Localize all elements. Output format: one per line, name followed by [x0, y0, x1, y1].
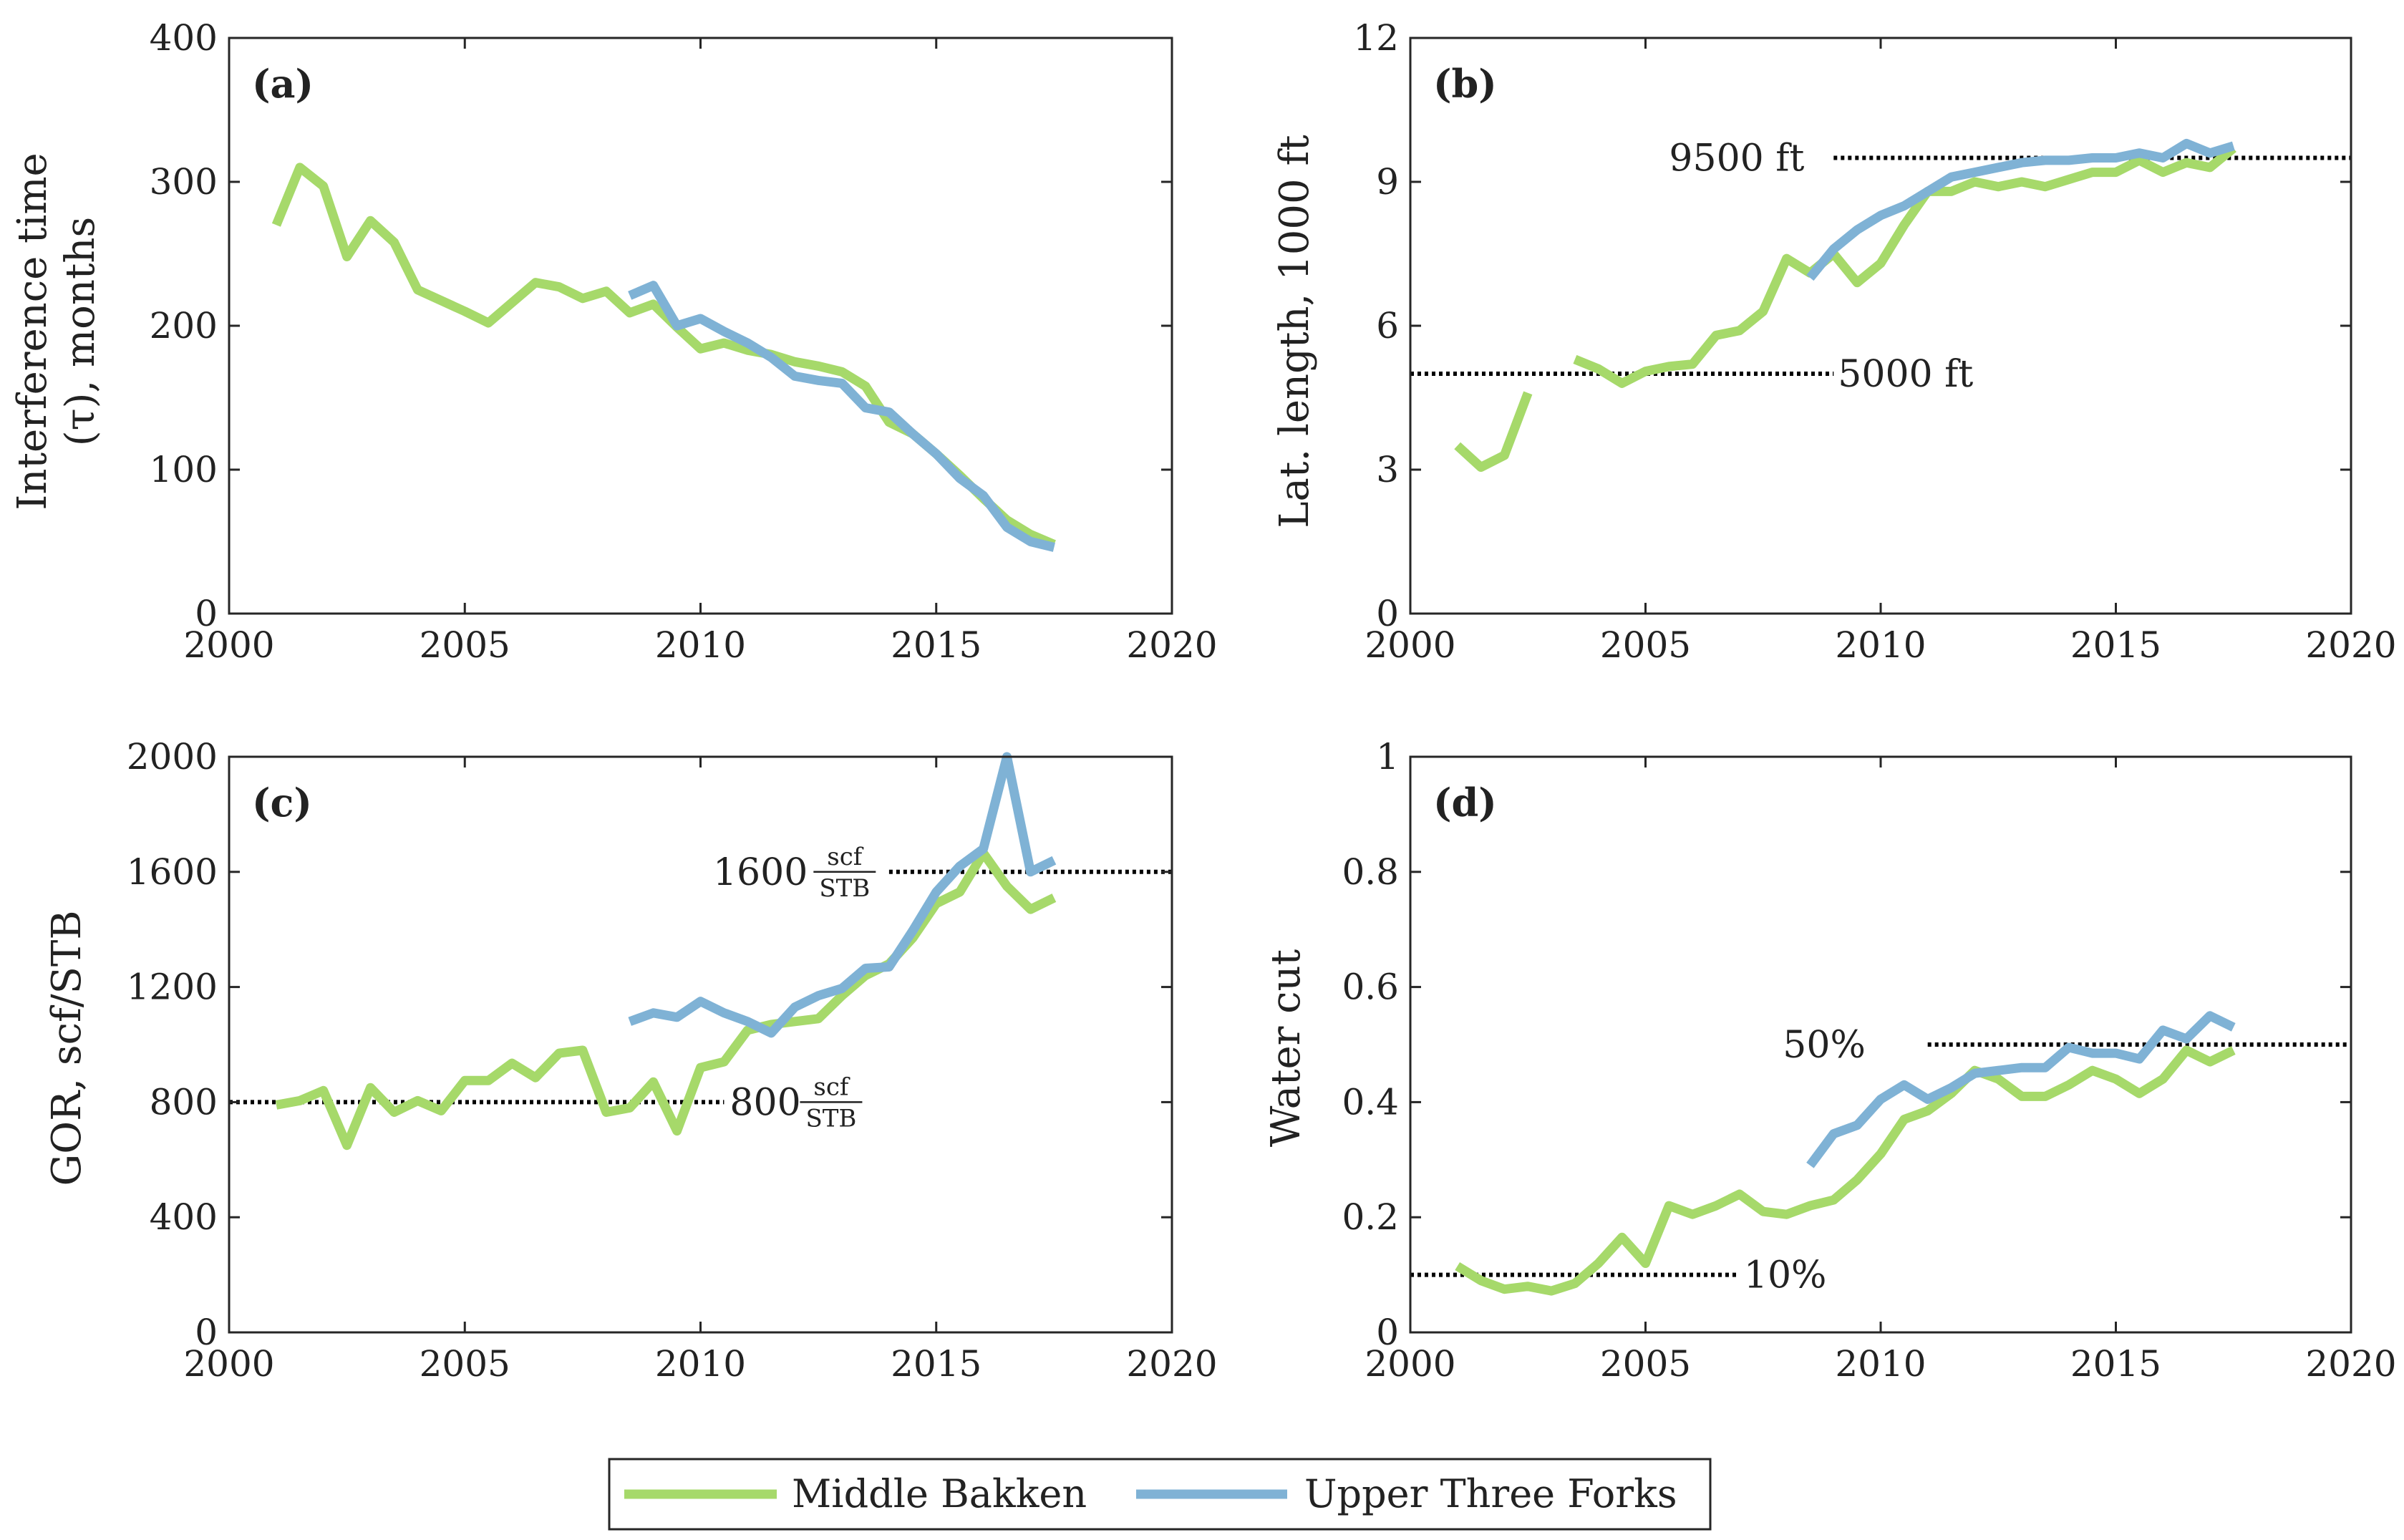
- panel-d-ytick-label-1: 1: [1376, 736, 1399, 778]
- panel-d-xtick-label-2010: 2010: [1835, 1343, 1926, 1385]
- panel-b-series-middle-bakken-seg-1: [1573, 145, 2236, 388]
- panel-c-xtick-label-2010: 2010: [655, 1343, 746, 1385]
- panel-a-ytick-label-0: 0: [195, 593, 218, 634]
- panel-d-ytick-label-0: 0: [1376, 1312, 1399, 1353]
- panel-d-ref-label-1: 10%: [1744, 1254, 1827, 1297]
- panel-d-ref-label-0: 50%: [1783, 1024, 1866, 1067]
- panel-d-ytick-label-0.6: 0.6: [1342, 967, 1399, 1008]
- panel-c-ref-label-1-denominator: STB: [805, 1104, 856, 1133]
- panel-d-ytick-label-0.4: 0.4: [1342, 1081, 1399, 1123]
- panel-c-ytick-label-1200: 1200: [127, 967, 218, 1008]
- panel-b-xtick-label-2010: 2010: [1835, 624, 1926, 666]
- panel-c-axes-frame: [228, 755, 1173, 1334]
- panel-c-ref-label-1-numerator: scf: [813, 1072, 850, 1101]
- panel-b-xtick-label-2015: 2015: [2070, 624, 2161, 666]
- panel-a-ylabel-line1: Interference time: [9, 152, 56, 510]
- panel-b-xtick-label-2005: 2005: [1600, 624, 1691, 666]
- panel-c-ylabel: GOR, scf/STB: [44, 911, 90, 1186]
- legend: Middle Bakken Upper Three Forks: [608, 1458, 1712, 1531]
- panel-c-xtick-label-2015: 2015: [891, 1343, 982, 1385]
- panel-a-ytick-label-400: 400: [150, 17, 218, 59]
- panel-b: Lat. length, 1000 ft 9500 ft 5000 ft 2000 2…: [1271, 17, 2397, 666]
- panel-a-ytick-label-200: 200: [150, 305, 218, 347]
- panel-b-ref-label-1: 5000 ft: [1838, 353, 1973, 396]
- panel-b-ytick-label-3: 3: [1376, 449, 1399, 490]
- panel-a: Interference time (τ), months 2000 2005 20…: [9, 17, 1218, 666]
- panel-b-ytick-label-0: 0: [1376, 593, 1399, 634]
- panel-b-ytick-label-9: 9: [1376, 161, 1399, 203]
- panel-c-ref-label-0-denominator: STB: [819, 874, 870, 903]
- panel-a-xtick-label-2020: 2020: [1126, 624, 1217, 666]
- panel-c-series-upper-three-forks: [628, 752, 1057, 1038]
- panel-d-ylabel: Water cut: [1263, 949, 1309, 1147]
- panel-d-xtick-label-2005: 2005: [1600, 1343, 1691, 1385]
- panel-c-ref-label-1: 800 scf STB: [730, 1072, 863, 1133]
- panel-a-xtick-label-2005: 2005: [420, 624, 510, 666]
- panel-b-series-upper-three-forks: [1806, 138, 2235, 281]
- panel-b-label: (b): [1433, 61, 1497, 107]
- panel-b-xtick-label-2020: 2020: [2305, 624, 2396, 666]
- panel-a-xtick-label-2000: 2000: [183, 624, 274, 666]
- panel-a-ytick-label-100: 100: [150, 449, 218, 490]
- panel-a-ylabel-line2: (τ), months: [57, 217, 104, 446]
- panel-c-ref-label-1-value: 800: [730, 1081, 800, 1124]
- panel-d-xtick-label-2015: 2015: [2070, 1343, 2161, 1385]
- panel-a-axes-frame: [228, 37, 1173, 615]
- panel-c-ytick-label-0: 0: [195, 1312, 218, 1353]
- panel-c-ytick-label-1600: 1600: [127, 851, 218, 893]
- panel-d-xtick-label-2000: 2000: [1365, 1343, 1455, 1385]
- panel-c-ytick-label-800: 800: [150, 1081, 218, 1123]
- panel-a-series-upper-three-forks: [628, 281, 1055, 552]
- panel-b-ytick-label-12: 12: [1353, 17, 1399, 59]
- panel-b-ylabel: Lat. length, 1000 ft: [1271, 135, 1318, 528]
- panel-c-xtick-label-2005: 2005: [420, 1343, 510, 1385]
- panel-a-xtick-label-2015: 2015: [891, 624, 982, 666]
- panel-b-xtick-label-2000: 2000: [1365, 624, 1455, 666]
- panel-b-ref-label-0: 9500 ft: [1669, 137, 1804, 180]
- panel-d: Water cut 50% 10% 2000 2005 2010 2015 2020 0 0.2…: [1263, 736, 2397, 1385]
- legend-label-upper-three-forks: Upper Three Forks: [1304, 1471, 1677, 1516]
- panel-b-axes-frame: [1409, 37, 2352, 615]
- panel-a-label: (a): [252, 61, 314, 107]
- panel-c-ytick-label-400: 400: [150, 1196, 218, 1238]
- panel-d-ytick-label-0.8: 0.8: [1342, 851, 1399, 893]
- panel-d-label: (d): [1433, 780, 1497, 825]
- panel-c-xtick-label-2000: 2000: [183, 1343, 274, 1385]
- panel-c-ref-label-0-numerator: scf: [827, 843, 863, 871]
- panel-d-ytick-label-0.2: 0.2: [1342, 1196, 1399, 1238]
- panel-d-series-middle-bakken: [1455, 1045, 2236, 1296]
- panel-c-ytick-label-2000: 2000: [127, 736, 218, 778]
- panel-b-series-middle-bakken-seg-0: [1454, 391, 1533, 473]
- panel-c-series-middle-bakken: [275, 848, 1057, 1151]
- panel-c-ref-label-0-value: 1600: [713, 851, 808, 894]
- legend-label-middle-bakken: Middle Bakken: [792, 1471, 1087, 1516]
- panel-b-ytick-label-6: 6: [1376, 305, 1399, 347]
- panel-c-ref-label-0: 1600 scf STB: [713, 843, 876, 903]
- panel-c-label: (c): [252, 780, 312, 825]
- panel-a-ytick-label-300: 300: [150, 161, 218, 203]
- panel-c-xtick-label-2020: 2020: [1126, 1343, 1217, 1385]
- panel-d-xtick-label-2020: 2020: [2305, 1343, 2396, 1385]
- panel-a-series-middle-bakken: [271, 163, 1056, 549]
- panel-a-xtick-label-2010: 2010: [655, 624, 746, 666]
- panel-d-series-upper-three-forks: [1806, 1011, 2236, 1168]
